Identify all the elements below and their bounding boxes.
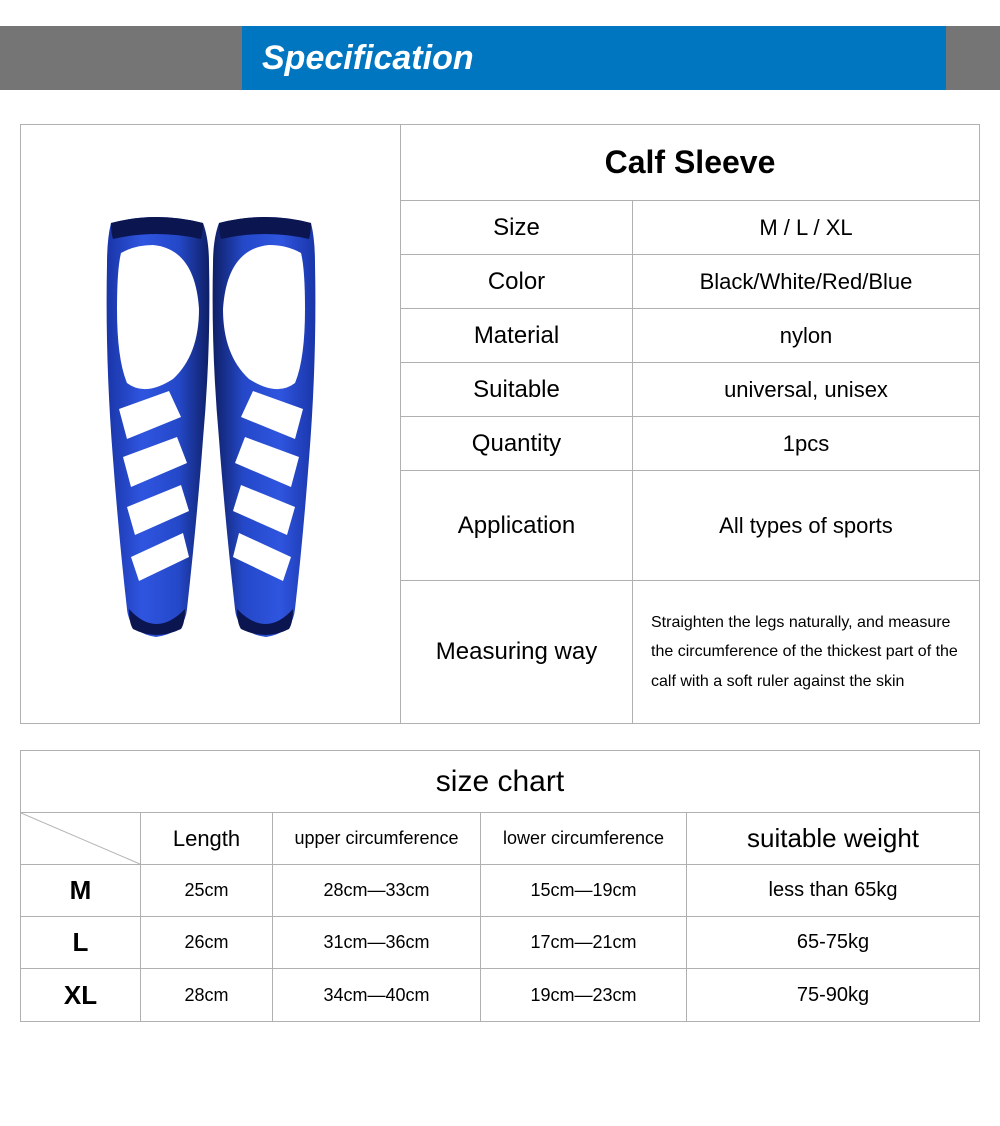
sleeve-svg-right bbox=[208, 209, 323, 639]
diagonal-icon bbox=[21, 813, 140, 864]
table-row: L26cm31cm—36cm17cm—21cm65-75kg bbox=[21, 917, 979, 969]
cell-lower: 17cm—21cm bbox=[481, 917, 687, 968]
cell-length: 28cm bbox=[141, 969, 273, 1021]
col-size-header bbox=[21, 813, 141, 864]
spec-title-text: Calf Sleeve bbox=[605, 144, 776, 181]
cell-lower: 15cm—19cm bbox=[481, 865, 687, 916]
spec-key: Size bbox=[401, 201, 633, 254]
spec-row: ApplicationAll types of sports bbox=[401, 471, 979, 581]
spec-row: Materialnylon bbox=[401, 309, 979, 363]
spec-row: SizeM / L / XL bbox=[401, 201, 979, 255]
cell-weight: 65-75kg bbox=[687, 917, 979, 968]
cell-upper: 34cm—40cm bbox=[273, 969, 481, 1021]
size-chart-header: Length upper circumference lower circumf… bbox=[21, 813, 979, 865]
spec-val: M / L / XL bbox=[633, 201, 979, 254]
col-length-header: Length bbox=[141, 813, 273, 864]
cell-upper: 31cm—36cm bbox=[273, 917, 481, 968]
spec-key: Quantity bbox=[401, 417, 633, 470]
cell-size: M bbox=[21, 865, 141, 916]
sleeve-svg-left bbox=[99, 209, 214, 639]
calf-sleeve-right bbox=[208, 209, 323, 639]
header-gray-left bbox=[0, 26, 242, 90]
header-gray-right bbox=[946, 26, 1000, 90]
spec-row: Quantity1pcs bbox=[401, 417, 979, 471]
spec-key: Application bbox=[401, 471, 633, 580]
cell-size: XL bbox=[21, 969, 141, 1021]
page-title: Specification bbox=[262, 39, 474, 78]
cell-length: 25cm bbox=[141, 865, 273, 916]
cell-length: 26cm bbox=[141, 917, 273, 968]
col-upper-header: upper circumference bbox=[273, 813, 481, 864]
spec-key: Color bbox=[401, 255, 633, 308]
product-illustration bbox=[21, 125, 401, 723]
spec-key: Suitable bbox=[401, 363, 633, 416]
spec-table-title: Calf Sleeve bbox=[401, 125, 979, 201]
col-weight-header: suitable weight bbox=[687, 813, 979, 864]
size-chart-block: size chart Length upper circumference lo… bbox=[20, 750, 980, 1022]
spec-val: Straighten the legs naturally, and measu… bbox=[633, 581, 979, 723]
spec-val: 1pcs bbox=[633, 417, 979, 470]
table-row: M25cm28cm—33cm15cm—19cmless than 65kg bbox=[21, 865, 979, 917]
spec-val: nylon bbox=[633, 309, 979, 362]
spec-block: Calf Sleeve SizeM / L / XLColorBlack/Whi… bbox=[20, 124, 980, 724]
size-chart-title: size chart bbox=[21, 751, 979, 813]
spec-val: universal, unisex bbox=[633, 363, 979, 416]
spec-row: Suitableuniversal, unisex bbox=[401, 363, 979, 417]
cell-weight: less than 65kg bbox=[687, 865, 979, 916]
header-band: Specification bbox=[0, 26, 1000, 90]
spec-val: Black/White/Red/Blue bbox=[633, 255, 979, 308]
cell-upper: 28cm—33cm bbox=[273, 865, 481, 916]
spec-table: Calf Sleeve SizeM / L / XLColorBlack/Whi… bbox=[401, 125, 979, 723]
size-chart-title-text: size chart bbox=[436, 765, 564, 799]
cell-weight: 75-90kg bbox=[687, 969, 979, 1021]
calf-sleeve-left bbox=[99, 209, 214, 639]
header-blue-center: Specification bbox=[242, 26, 946, 90]
col-lower-header: lower circumference bbox=[481, 813, 687, 864]
spec-key: Material bbox=[401, 309, 633, 362]
spec-val: All types of sports bbox=[633, 471, 979, 580]
spec-row: Measuring wayStraighten the legs natural… bbox=[401, 581, 979, 723]
cell-lower: 19cm—23cm bbox=[481, 969, 687, 1021]
cell-size: L bbox=[21, 917, 141, 968]
spec-key: Measuring way bbox=[401, 581, 633, 723]
sleeve-pair bbox=[99, 209, 323, 639]
table-row: XL28cm34cm—40cm19cm—23cm75-90kg bbox=[21, 969, 979, 1021]
spec-row: ColorBlack/White/Red/Blue bbox=[401, 255, 979, 309]
